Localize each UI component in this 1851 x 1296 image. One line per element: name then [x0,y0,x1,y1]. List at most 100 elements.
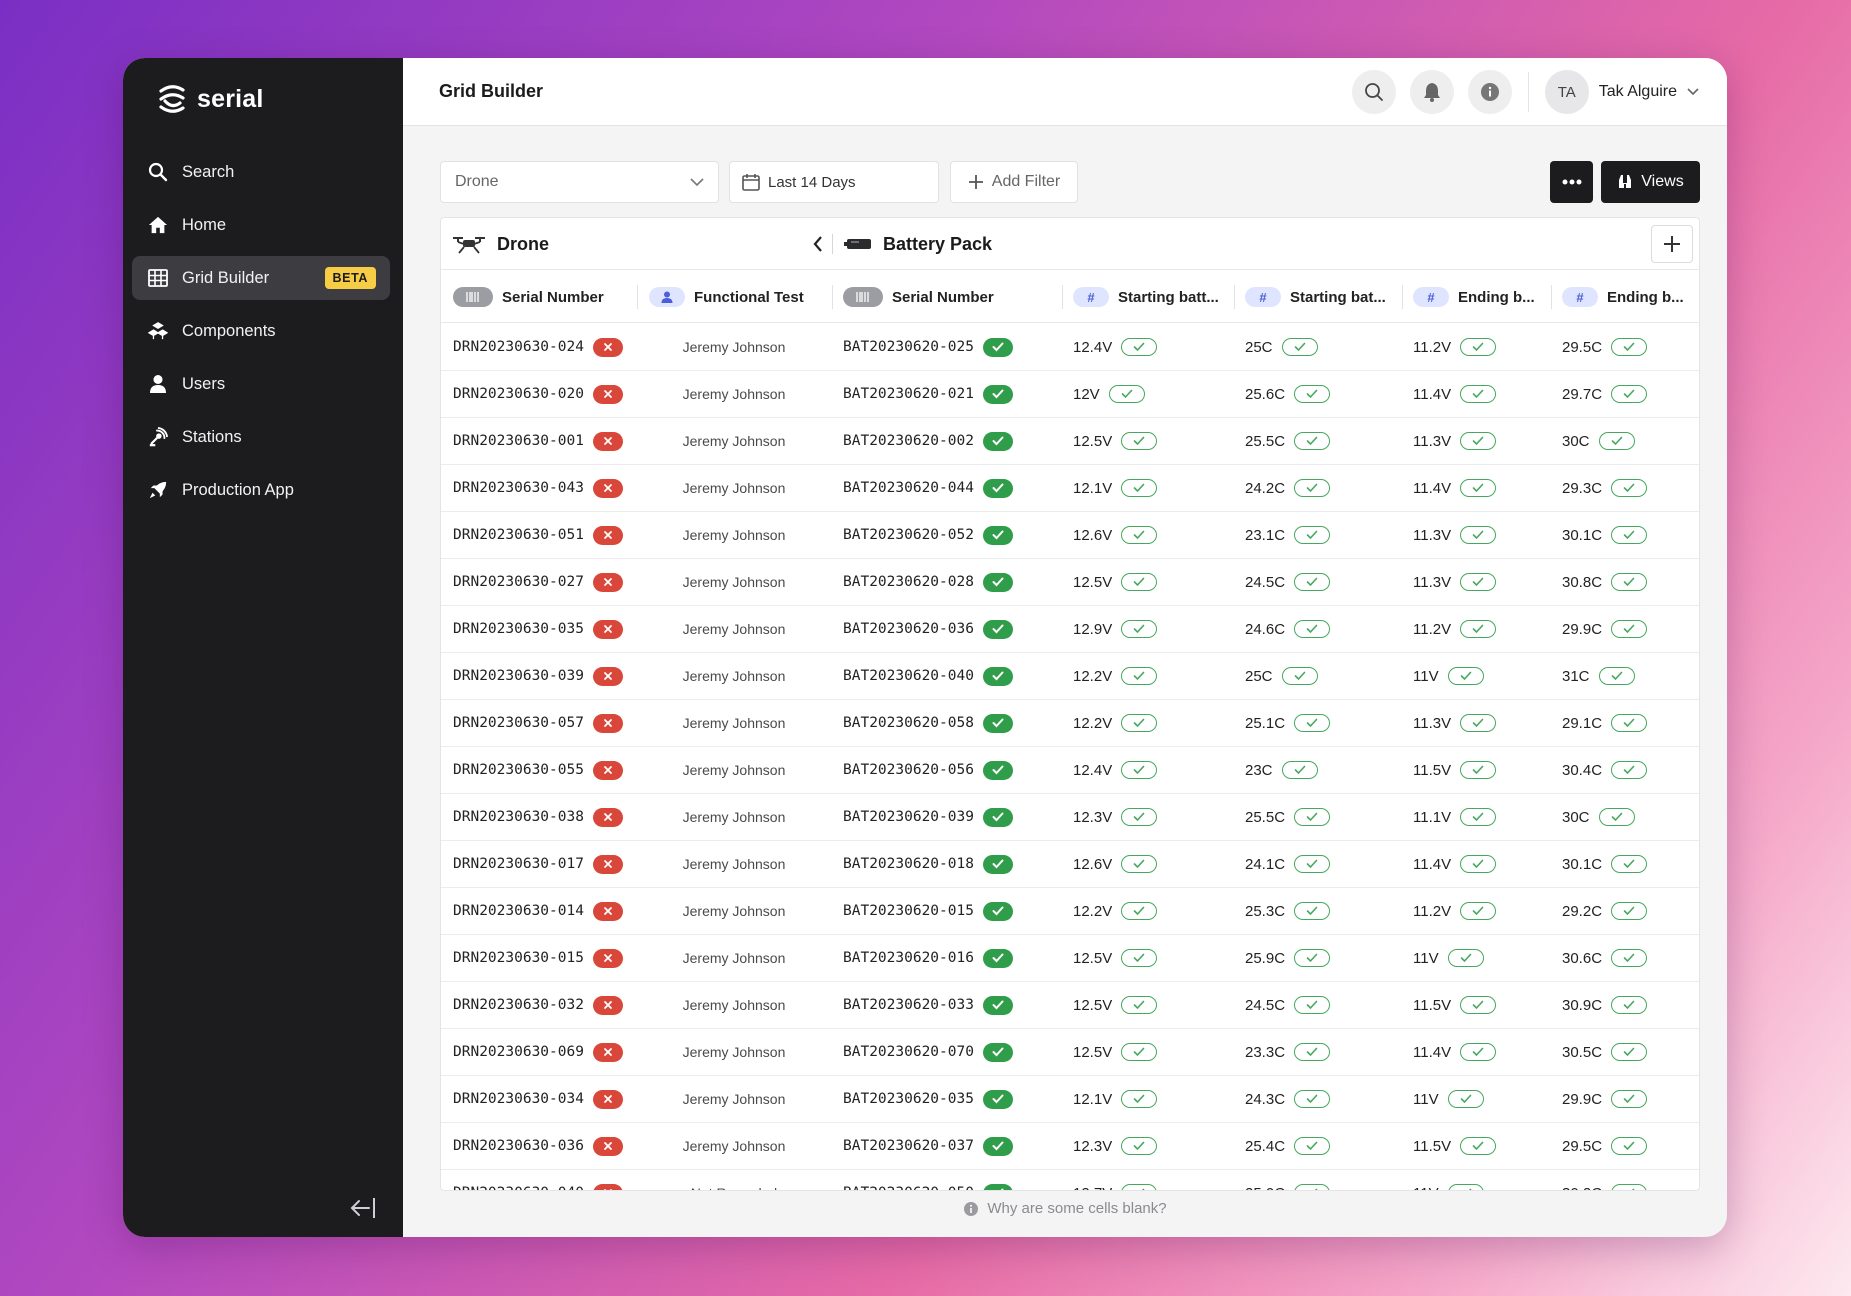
table-row[interactable]: DRN20230630-055 Jeremy Johnson BAT20230620… [441,747,1699,794]
table-row[interactable]: DRN20230630-057 Jeremy Johnson BAT20230620… [441,700,1699,747]
table-cell[interactable]: 12.9V [1073,606,1158,652]
table-cell[interactable]: DRN20230630-027 [453,559,623,605]
table-cell[interactable]: Jeremy Johnson [649,371,819,417]
table-cell[interactable]: 23.1C [1245,512,1331,558]
table-cell[interactable]: BAT20230620-016 [843,935,1013,981]
table-cell[interactable]: 11.4V [1413,1029,1497,1075]
table-cell[interactable]: 12.5V [1073,418,1158,464]
column-header[interactable]: Functional Test [649,271,829,323]
table-cell[interactable]: Jeremy Johnson [649,1123,819,1169]
table-cell[interactable]: 11V [1413,935,1484,981]
date-range-picker[interactable]: Last 14 Days [729,161,939,203]
table-cell[interactable]: 25C [1245,324,1318,370]
table-cell[interactable]: DRN20230630-040 [453,1170,623,1190]
table-row[interactable]: DRN20230630-015 Jeremy Johnson BAT20230620… [441,935,1699,982]
sidebar-item-home[interactable]: Home [132,203,390,247]
more-options-button[interactable] [1550,161,1593,203]
table-cell[interactable]: 24.5C [1245,559,1331,605]
table-cell[interactable]: 11.3V [1413,418,1497,464]
table-cell[interactable]: 24.2C [1245,465,1331,511]
table-cell[interactable]: BAT20230620-037 [843,1123,1013,1169]
table-cell[interactable]: 24.5C [1245,982,1331,1028]
table-row[interactable]: DRN20230630-069 Jeremy Johnson BAT20230620… [441,1029,1699,1076]
table-cell[interactable]: 12.2V [1073,700,1158,746]
table-cell[interactable]: Jeremy Johnson [649,794,819,840]
column-header[interactable]: Serial Number [843,271,1063,323]
collapse-group-button[interactable] [806,232,830,256]
table-cell[interactable]: BAT20230620-040 [843,653,1013,699]
brand-logo[interactable]: serial [155,82,264,116]
table-cell[interactable]: DRN20230630-039 [453,653,623,699]
table-cell[interactable]: 12.2V [1073,653,1158,699]
table-cell[interactable]: 25.5C [1245,418,1331,464]
table-row[interactable]: DRN20230630-034 Jeremy Johnson BAT20230620… [441,1076,1699,1123]
table-cell[interactable]: 25.6C [1245,371,1331,417]
table-cell[interactable]: 11V [1413,1076,1484,1122]
table-cell[interactable]: DRN20230630-057 [453,700,623,746]
component-select[interactable]: Drone [440,161,719,203]
table-cell[interactable]: BAT20230620-036 [843,606,1013,652]
table-cell[interactable]: DRN20230630-014 [453,888,623,934]
column-header[interactable]: Serial Number [453,271,628,323]
table-cell[interactable]: 30.8C [1562,559,1648,605]
table-cell[interactable]: 29.7C [1562,371,1648,417]
table-cell[interactable]: 30.1C [1562,841,1648,887]
table-cell[interactable]: BAT20230620-018 [843,841,1013,887]
table-cell[interactable]: DRN20230630-020 [453,371,623,417]
table-cell[interactable]: 25.9C [1245,935,1331,981]
table-cell[interactable]: 12.3V [1073,1123,1158,1169]
table-cell[interactable]: 23.3C [1245,1029,1331,1075]
table-cell[interactable]: DRN20230630-024 [453,324,623,370]
table-cell[interactable]: BAT20230620-050 [843,1170,1013,1190]
column-header[interactable]: # Starting batt... [1073,271,1233,323]
table-cell[interactable]: 11.5V [1413,1123,1497,1169]
table-cell[interactable]: Jeremy Johnson [649,1076,819,1122]
table-cell[interactable]: 24.3C [1245,1076,1331,1122]
table-cell[interactable]: 25C [1245,653,1318,699]
table-cell[interactable]: BAT20230620-021 [843,371,1013,417]
table-cell[interactable]: BAT20230620-015 [843,888,1013,934]
table-cell[interactable]: 12V [1073,371,1145,417]
table-cell[interactable]: Not Recorded [649,1170,819,1190]
table-cell[interactable]: 30.9C [1562,982,1648,1028]
table-cell[interactable]: 11.4V [1413,465,1497,511]
table-cell[interactable]: BAT20230620-058 [843,700,1013,746]
table-cell[interactable]: DRN20230630-036 [453,1123,623,1169]
table-row[interactable]: DRN20230630-036 Jeremy Johnson BAT20230620… [441,1123,1699,1170]
table-row[interactable]: DRN20230630-032 Jeremy Johnson BAT20230620… [441,982,1699,1029]
sidebar-item-grid-builder[interactable]: Grid Builder BETA [132,256,390,300]
views-button[interactable]: Views [1601,161,1700,203]
sidebar-item-search[interactable]: Search [132,150,390,194]
table-cell[interactable]: BAT20230620-025 [843,324,1013,370]
table-cell[interactable]: 12.6V [1073,841,1158,887]
sidebar-item-stations[interactable]: Stations [132,415,390,459]
table-cell[interactable]: 12.5V [1073,935,1158,981]
table-row[interactable]: DRN20230630-038 Jeremy Johnson BAT20230620… [441,794,1699,841]
table-cell[interactable]: 29.9C [1562,606,1648,652]
table-cell[interactable]: 25.3C [1245,888,1331,934]
table-cell[interactable]: 25.1C [1245,700,1331,746]
table-cell[interactable]: DRN20230630-035 [453,606,623,652]
table-cell[interactable]: 29.1C [1562,700,1648,746]
table-cell[interactable]: DRN20230630-055 [453,747,623,793]
table-cell[interactable]: 30.1C [1562,512,1648,558]
table-row[interactable]: DRN20230630-043 Jeremy Johnson BAT20230620… [441,465,1699,512]
table-cell[interactable]: 11V [1413,653,1484,699]
table-cell[interactable]: BAT20230620-035 [843,1076,1013,1122]
table-cell[interactable]: Jeremy Johnson [649,888,819,934]
info-button[interactable] [1467,70,1512,114]
table-cell[interactable]: 12.6V [1073,512,1158,558]
table-cell[interactable]: 23C [1245,747,1318,793]
notifications-button[interactable] [1409,70,1454,114]
table-cell[interactable]: BAT20230620-002 [843,418,1013,464]
table-cell[interactable]: Jeremy Johnson [649,841,819,887]
table-cell[interactable]: Jeremy Johnson [649,606,819,652]
table-cell[interactable]: Jeremy Johnson [649,418,819,464]
table-row[interactable]: DRN20230630-051 Jeremy Johnson BAT20230620… [441,512,1699,559]
table-cell[interactable]: BAT20230620-070 [843,1029,1013,1075]
table-row[interactable]: DRN20230630-020 Jeremy Johnson BAT20230620… [441,371,1699,418]
table-cell[interactable]: 12.7V [1073,1170,1158,1190]
table-cell[interactable]: 30C [1562,418,1635,464]
sidebar-item-production-app[interactable]: Production App [132,468,390,512]
table-cell[interactable]: 11.4V [1413,371,1497,417]
